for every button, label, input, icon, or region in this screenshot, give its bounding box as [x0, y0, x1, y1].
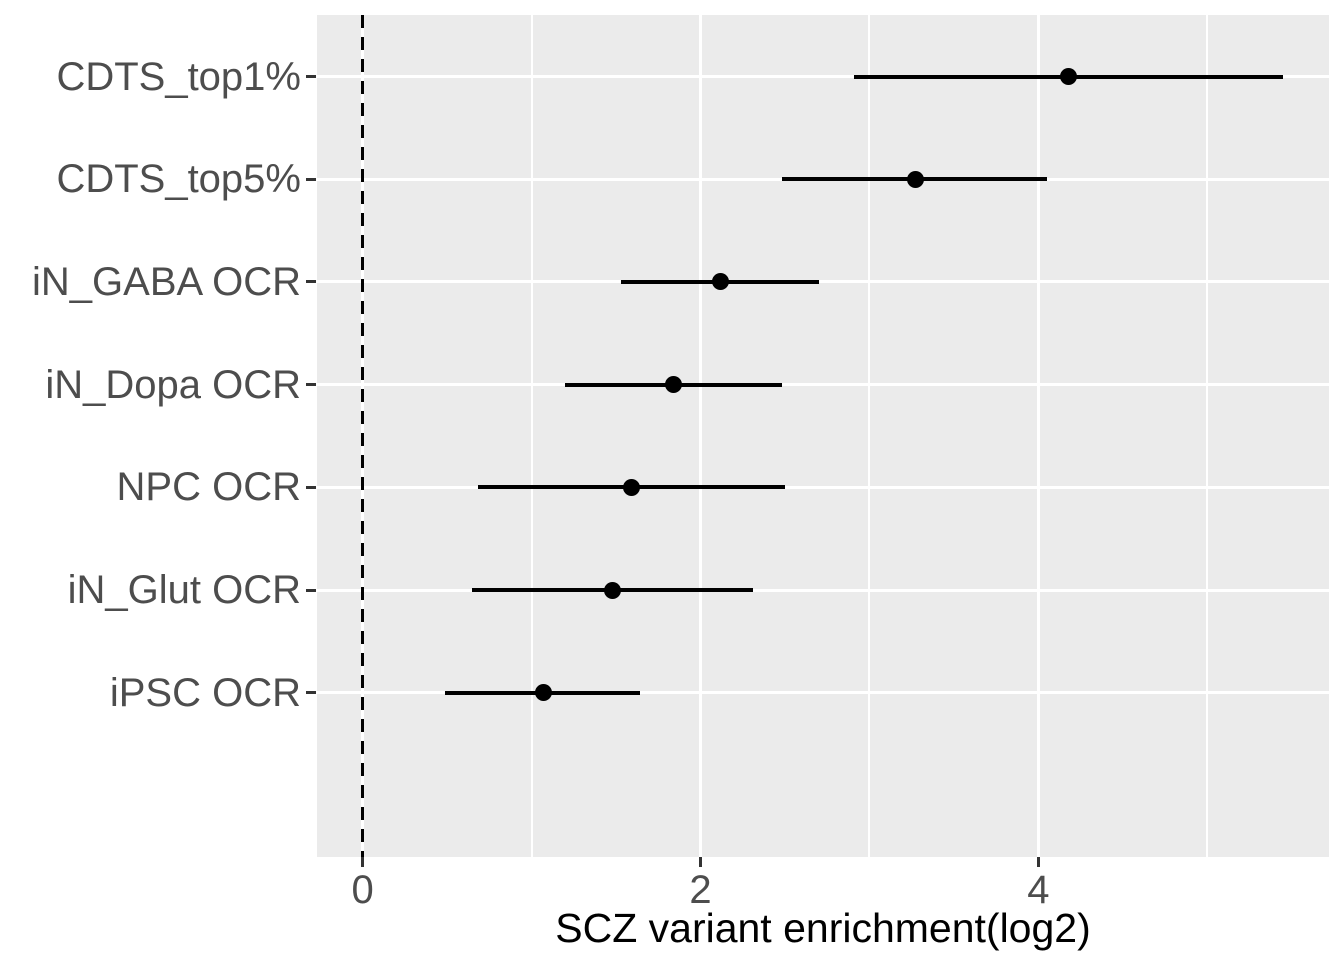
horizontal-gridline	[317, 75, 1329, 79]
y-tick-mark	[306, 691, 316, 695]
vertical-minor-gridline	[530, 15, 533, 857]
y-tick-mark	[306, 383, 316, 387]
y-tick-mark	[306, 75, 316, 79]
horizontal-gridline	[317, 691, 1329, 695]
y-axis-label: iPSC OCR	[109, 670, 301, 715]
plot-panel	[317, 15, 1329, 857]
horizontal-gridline	[317, 383, 1329, 387]
point-estimate	[712, 273, 730, 291]
y-tick-mark	[306, 588, 316, 592]
y-tick-mark	[306, 280, 316, 284]
point-estimate	[1060, 68, 1078, 86]
y-axis-label: iN_Glut OCR	[67, 568, 301, 613]
zero-reference-line	[361, 15, 365, 857]
point-estimate	[604, 581, 622, 599]
horizontal-gridline	[317, 588, 1329, 592]
x-tick-mark	[361, 857, 365, 867]
point-estimate	[622, 478, 640, 496]
x-tick-label: 4	[1027, 868, 1050, 912]
point-estimate	[906, 170, 924, 188]
vertical-minor-gridline	[1206, 15, 1209, 857]
y-axis-label: iN_GABA OCR	[32, 259, 301, 304]
vertical-minor-gridline	[868, 15, 871, 857]
y-tick-mark	[306, 485, 316, 489]
y-tick-mark	[306, 177, 316, 181]
y-axis-label: NPC OCR	[116, 465, 301, 510]
x-tick-mark	[1036, 857, 1040, 867]
point-estimate	[534, 684, 552, 702]
horizontal-gridline	[317, 280, 1329, 284]
vertical-major-gridline	[1036, 15, 1040, 857]
x-tick-mark	[699, 857, 702, 867]
x-tick-label: 0	[351, 868, 374, 912]
y-axis-label: CDTS_top1%	[56, 54, 301, 99]
y-axis-label: iN_Dopa OCR	[45, 362, 301, 407]
point-estimate	[664, 376, 682, 394]
vertical-major-gridline	[699, 15, 702, 857]
x-axis-title: SCZ variant enrichment(log2)	[555, 905, 1091, 951]
horizontal-gridline	[317, 485, 1329, 489]
x-tick-label: 2	[689, 868, 712, 912]
y-axis-label: CDTS_top5%	[56, 157, 301, 202]
